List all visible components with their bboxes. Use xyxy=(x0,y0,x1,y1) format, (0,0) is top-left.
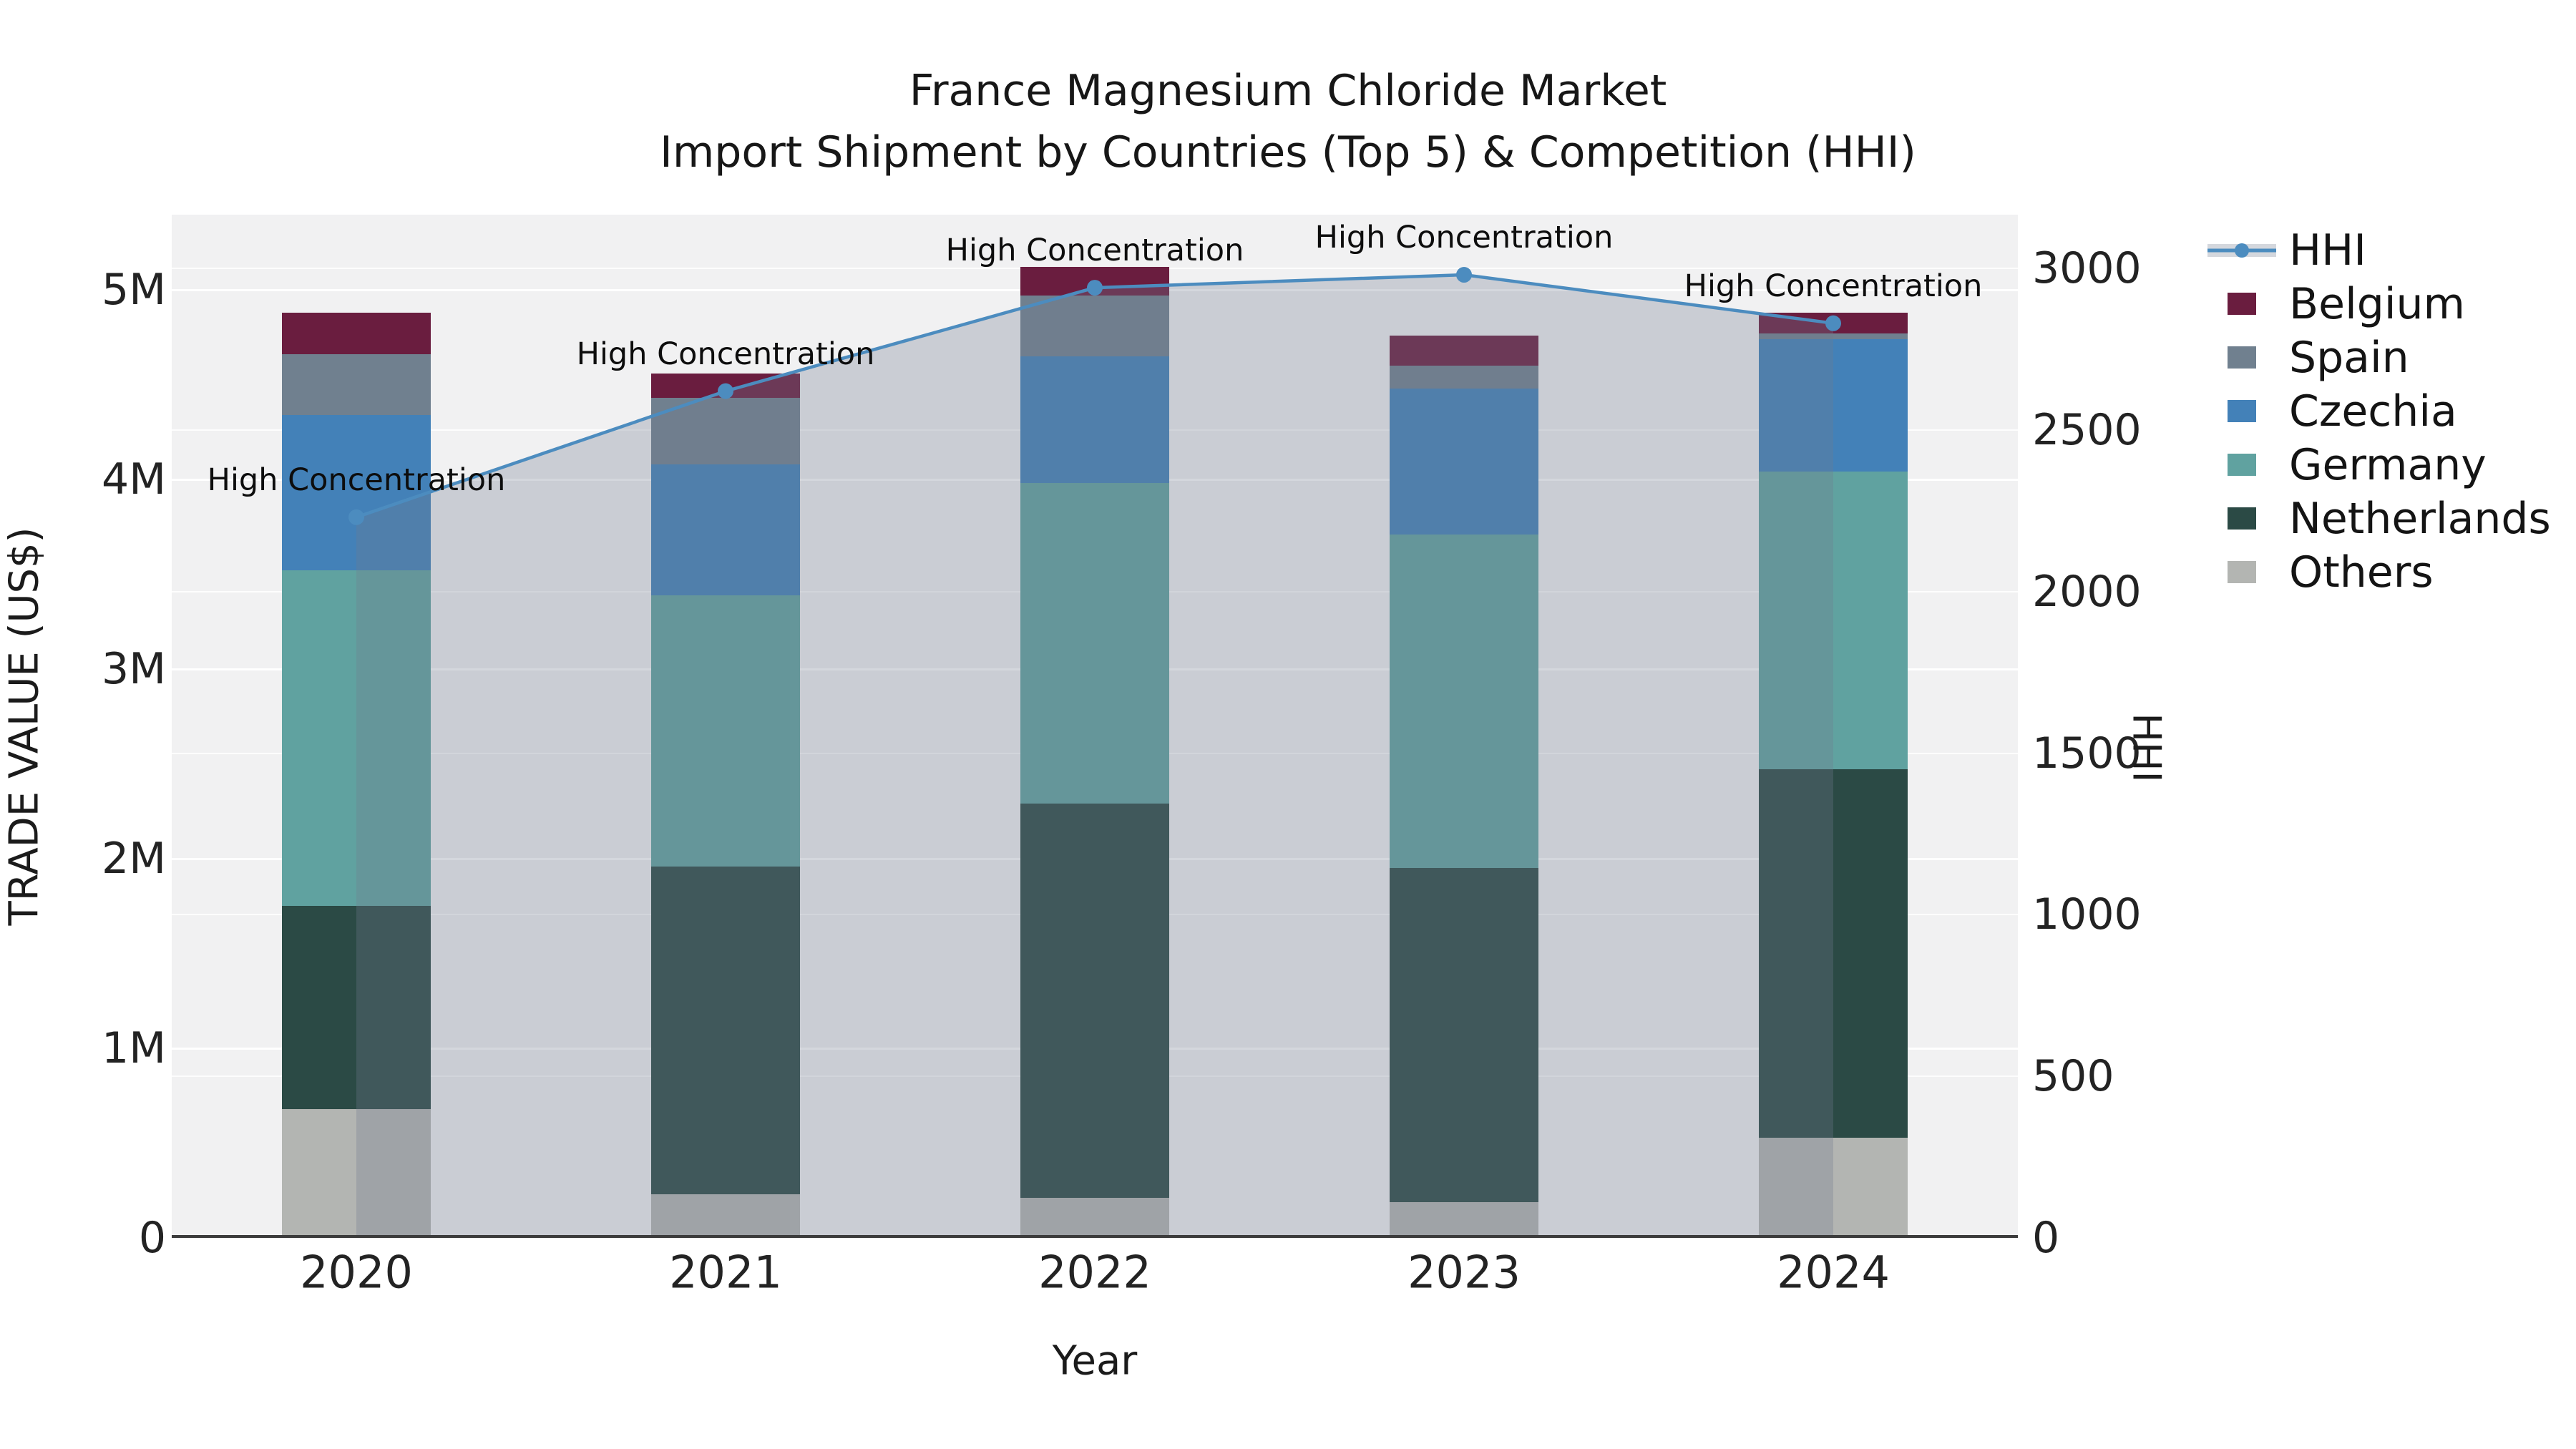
hhi-marker-2021 xyxy=(718,383,733,399)
right-axis-tick-3000: 3000 xyxy=(2032,243,2142,293)
legend-item-belgium: Belgium xyxy=(2207,277,2551,331)
right-axis-tick-0: 0 xyxy=(2032,1213,2060,1263)
bar-segment-germany-2021 xyxy=(651,595,800,867)
bar-segment-spain-2020 xyxy=(282,354,431,415)
bar-segment-belgium-2023 xyxy=(1390,335,1538,366)
bar-segment-netherlands-2022 xyxy=(1020,804,1169,1199)
bar-segment-spain-2022 xyxy=(1020,295,1169,356)
legend-swatch-belgium xyxy=(2228,293,2256,315)
bar-segment-netherlands-2021 xyxy=(651,866,800,1195)
legend-label-spain: Spain xyxy=(2289,332,2409,383)
annotation-high-concentration-2022: High Concentration xyxy=(945,233,1244,269)
hhi-marker-2023 xyxy=(1456,267,1472,283)
legend-item-spain: Spain xyxy=(2207,331,2551,384)
x-axis-title: Year xyxy=(1052,1337,1138,1385)
annotation-high-concentration-2020: High Concentration xyxy=(207,462,506,498)
bar-segment-spain-2024 xyxy=(1759,333,1908,339)
legend-swatch-netherlands xyxy=(2228,507,2256,530)
right-axis-tick-1000: 1000 xyxy=(2032,889,2142,940)
annotation-high-concentration-2021: High Concentration xyxy=(576,336,875,372)
bar-segment-others-2023 xyxy=(1390,1201,1538,1238)
legend-label-netherlands: Netherlands xyxy=(2289,493,2551,544)
bar-segment-netherlands-2024 xyxy=(1759,769,1908,1138)
x-axis-tick-2021: 2021 xyxy=(669,1246,782,1299)
left-axis-tick-2m: 2M xyxy=(102,834,166,884)
left-axis-tick-3m: 3M xyxy=(102,644,166,694)
x-axis-tick-2023: 2023 xyxy=(1407,1246,1521,1299)
bar-segment-germany-2024 xyxy=(1759,472,1908,770)
legend-item-hhi: HHI xyxy=(2207,223,2551,277)
bar-segment-spain-2023 xyxy=(1390,366,1538,389)
bar-segment-others-2021 xyxy=(651,1194,800,1238)
annotation-high-concentration-2023: High Concentration xyxy=(1314,220,1614,256)
hhi-line-sample-icon xyxy=(2207,236,2276,265)
bar-segment-germany-2022 xyxy=(1020,483,1169,804)
legend-item-others: Others xyxy=(2207,545,2551,599)
x-axis-line xyxy=(172,1235,2018,1238)
bar-segment-germany-2023 xyxy=(1390,534,1538,869)
bar-segment-others-2024 xyxy=(1759,1137,1908,1238)
left-axis-tick-0: 0 xyxy=(138,1213,166,1263)
legend-item-germany: Germany xyxy=(2207,438,2551,492)
left-axis-tick-5m: 5M xyxy=(102,265,166,315)
legend-swatch-czechia xyxy=(2228,400,2256,422)
legend-item-netherlands: Netherlands xyxy=(2207,492,2551,545)
hhi-marker-2022 xyxy=(1087,280,1103,296)
bar-segment-belgium-2020 xyxy=(282,312,431,355)
hhi-marker-2020 xyxy=(348,509,364,525)
bar-segment-czechia-2022 xyxy=(1020,356,1169,484)
hhi-area-fill xyxy=(356,275,1833,1238)
x-axis-tick-2024: 2024 xyxy=(1777,1246,1890,1299)
legend-item-czechia: Czechia xyxy=(2207,384,2551,438)
chart-title-line1: France Magnesium Chloride Market xyxy=(909,66,1667,116)
bar-segment-germany-2020 xyxy=(282,570,431,907)
right-axis-tick-1500: 1500 xyxy=(2032,728,2142,779)
hhi-line-layer xyxy=(348,267,1841,1238)
bar-segment-netherlands-2023 xyxy=(1390,868,1538,1202)
legend-label-others: Others xyxy=(2289,547,2434,597)
bar-segment-others-2022 xyxy=(1020,1198,1169,1238)
legend-label-czechia: Czechia xyxy=(2289,386,2457,436)
bar-segment-czechia-2021 xyxy=(651,464,800,595)
hhi-marker-2024 xyxy=(1825,315,1841,331)
legend-label-germany: Germany xyxy=(2289,439,2487,490)
plot-area xyxy=(172,215,2018,1238)
left-axis-tick-1m: 1M xyxy=(102,1023,166,1073)
left-axis-title: TRADE VALUE (US$) xyxy=(1,527,48,926)
right-axis-tick-500: 500 xyxy=(2032,1051,2114,1102)
bar-segment-czechia-2023 xyxy=(1390,388,1538,535)
right-axis-tick-2000: 2000 xyxy=(2032,566,2142,617)
right-axis-tick-2500: 2500 xyxy=(2032,404,2142,455)
annotation-high-concentration-2024: High Concentration xyxy=(1684,268,1983,304)
legend: HHI Belgium Spain Czechia Germany Nether… xyxy=(2207,223,2551,599)
bar-segment-others-2020 xyxy=(282,1108,431,1238)
legend-label-hhi: HHI xyxy=(2289,225,2366,275)
legend-swatch-others xyxy=(2228,561,2256,583)
left-axis-tick-4m: 4M xyxy=(102,454,166,504)
right-axis-title: HHI xyxy=(2124,713,2170,783)
chart-title-line2: Import Shipment by Countries (Top 5) & C… xyxy=(660,127,1916,177)
legend-swatch-spain xyxy=(2228,346,2256,369)
bar-segment-czechia-2024 xyxy=(1759,338,1908,472)
bar-segment-czechia-2020 xyxy=(282,414,431,571)
x-axis-tick-2022: 2022 xyxy=(1038,1246,1151,1299)
bar-segment-netherlands-2020 xyxy=(282,906,431,1109)
legend-swatch-germany xyxy=(2228,454,2256,476)
legend-label-belgium: Belgium xyxy=(2289,278,2465,329)
x-axis-tick-2020: 2020 xyxy=(300,1246,413,1299)
